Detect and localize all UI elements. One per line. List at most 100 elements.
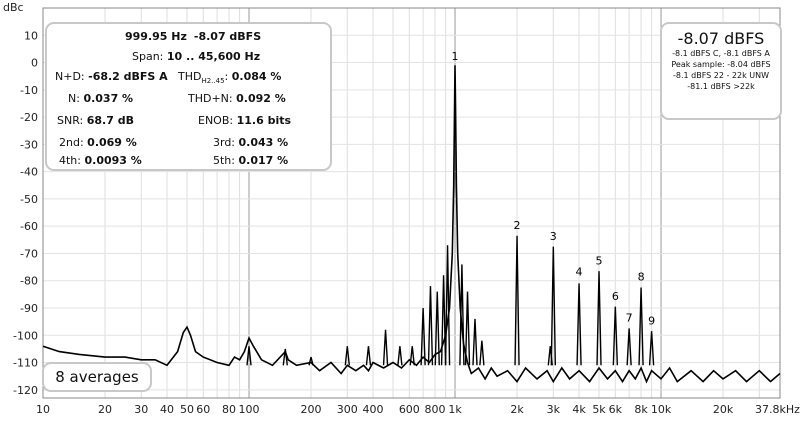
h5-value: 0.017 %	[238, 154, 289, 167]
h2-value: 0.069 %	[87, 136, 137, 149]
enob-label: ENOB:	[198, 114, 234, 127]
enob-value: 11.6 bits	[236, 114, 292, 127]
x-tick-label: 20	[98, 403, 112, 416]
y-tick-label: -120	[13, 384, 38, 397]
spike-mark	[344, 346, 350, 366]
x-tick-label: 40	[160, 403, 174, 416]
level-value: -8.07 dBFS	[193, 30, 262, 43]
n-row: N: 0.037 %	[68, 92, 133, 106]
y-tick-label: 10	[24, 29, 38, 42]
span-label: Span:	[132, 50, 164, 63]
spike-mark	[365, 346, 372, 366]
x-tick-label: 600	[399, 403, 420, 416]
spike-mark	[550, 246, 557, 366]
y-tick-label: -40	[20, 166, 38, 179]
y-axis-ticks: 10 0 -10 -20 -30 -40 -50 -60 -70 -80 -90 -100 -110 -1…	[13, 29, 38, 397]
h3-row: 3rd: 0.043 %	[213, 136, 288, 150]
snr-value: 68.7 dB	[86, 114, 134, 127]
plot-frame	[42, 7, 781, 399]
spike-mark	[246, 346, 252, 366]
x-tick-label: 800	[425, 403, 446, 416]
x-tick-label: 100	[239, 403, 260, 416]
y-tick-label: -50	[20, 193, 38, 206]
n-value: 0.037 %	[83, 92, 134, 105]
harmonic-label: 2	[514, 219, 521, 232]
harmonic-label: 1	[452, 50, 459, 63]
spike-mark	[434, 291, 440, 366]
h5-row: 5th: 0.017 %	[213, 154, 288, 168]
x-tick-label: 6k	[609, 403, 623, 416]
y-tick-label: -110	[13, 357, 38, 370]
spike-mark	[648, 331, 655, 366]
spike-mark	[382, 329, 389, 366]
x-tick-label: 400	[363, 403, 384, 416]
spike-mark	[479, 340, 485, 366]
y-tick-label: -70	[20, 247, 38, 260]
span-row: Span: 10 .. 45,600 Hz	[132, 50, 260, 64]
level-line-1: -8.1 dBFS C, -8.1 dBFS A	[672, 49, 770, 58]
thd-row: THDH2..45: 0.084 %	[178, 70, 282, 86]
frequency-value: 999.95 Hz	[125, 30, 187, 43]
x-tick-label: 5k	[592, 403, 606, 416]
harmonic-label: 6	[612, 290, 619, 303]
y-tick-label: -20	[20, 111, 38, 124]
nd-row: N+D: -68.2 dBFS A	[55, 70, 168, 84]
y-tick-label: -90	[20, 302, 38, 315]
y-tick-label: -30	[20, 138, 38, 151]
h2-row: 2nd: 0.069 %	[59, 136, 137, 150]
level-panel[interactable]: -8.07 dBFS -8.1 dBFS C, -8.1 dBFS A Peak…	[660, 22, 782, 120]
x-tick-label: 8k	[634, 403, 648, 416]
x-tick-label: 20k	[713, 403, 734, 416]
h5-label: 5th:	[213, 154, 235, 167]
n-label: N:	[68, 92, 80, 105]
averages-badge[interactable]: 8 averages	[42, 362, 152, 392]
harmonic-label: 3	[550, 230, 557, 243]
spectrum-trace	[42, 65, 781, 384]
spike-mark	[547, 346, 553, 366]
spike-mark	[464, 291, 471, 366]
level-line-2: Peak sample: -8.04 dBFS	[671, 60, 771, 69]
y-axis-label: dBc	[3, 1, 24, 14]
thd-value: 0.084 %	[231, 70, 282, 83]
x-tick-label: 60	[196, 403, 210, 416]
snr-row: SNR: 68.7 dB	[57, 114, 134, 128]
thdn-value: 0.092 %	[236, 92, 286, 105]
y-tick-label: -60	[20, 220, 38, 233]
spike-mark	[576, 283, 582, 366]
level-line-4: -81.1 dBFS >22k	[687, 82, 755, 91]
harmonic-label: 4	[576, 265, 583, 278]
nd-value: -68.2 dBFS A	[88, 70, 168, 83]
spike-mark	[420, 307, 426, 366]
x-tick-label: 1k	[448, 403, 462, 416]
spike-mark	[409, 346, 415, 366]
thd-label: THD	[178, 70, 202, 83]
x-tick-label: 2k	[510, 403, 524, 416]
thd-subscript: H2..45	[201, 77, 225, 86]
thdn-label: THD+N:	[188, 92, 233, 105]
spike-mark	[427, 286, 434, 366]
snr-label: SNR:	[57, 114, 84, 127]
x-tick-label: 10k	[651, 403, 672, 416]
h4-label: 4th:	[59, 154, 81, 167]
spike-mark	[626, 328, 632, 366]
spike-mark	[472, 318, 478, 366]
level-main: -8.07 dBFS	[677, 29, 765, 48]
harmonic-label: 8	[638, 271, 645, 284]
spike-mark	[459, 264, 465, 366]
y-tick-label: -100	[13, 329, 38, 342]
x-tick-label: 50	[180, 403, 194, 416]
x-axis-end-label: 37.8kHz	[755, 403, 800, 416]
level-line-3: -8.1 dBFS 22 - 22k UNW	[672, 71, 770, 80]
spike-mark	[440, 275, 447, 366]
x-tick-label: 80	[222, 403, 236, 416]
spike-mark	[638, 287, 644, 366]
harmonic-label: 9	[648, 314, 655, 327]
stats-panel[interactable]: 999.95 Hz -8.07 dBFS Span: 10 .. 45,600 …	[45, 22, 332, 171]
enob-row: ENOB: 11.6 bits	[198, 114, 291, 128]
spike-mark	[612, 306, 619, 366]
freq-level-row: 999.95 Hz -8.07 dBFS	[125, 30, 261, 44]
h3-label: 3rd:	[213, 136, 236, 149]
x-tick-label: 200	[301, 403, 322, 416]
x-tick-label: 3k	[547, 403, 561, 416]
